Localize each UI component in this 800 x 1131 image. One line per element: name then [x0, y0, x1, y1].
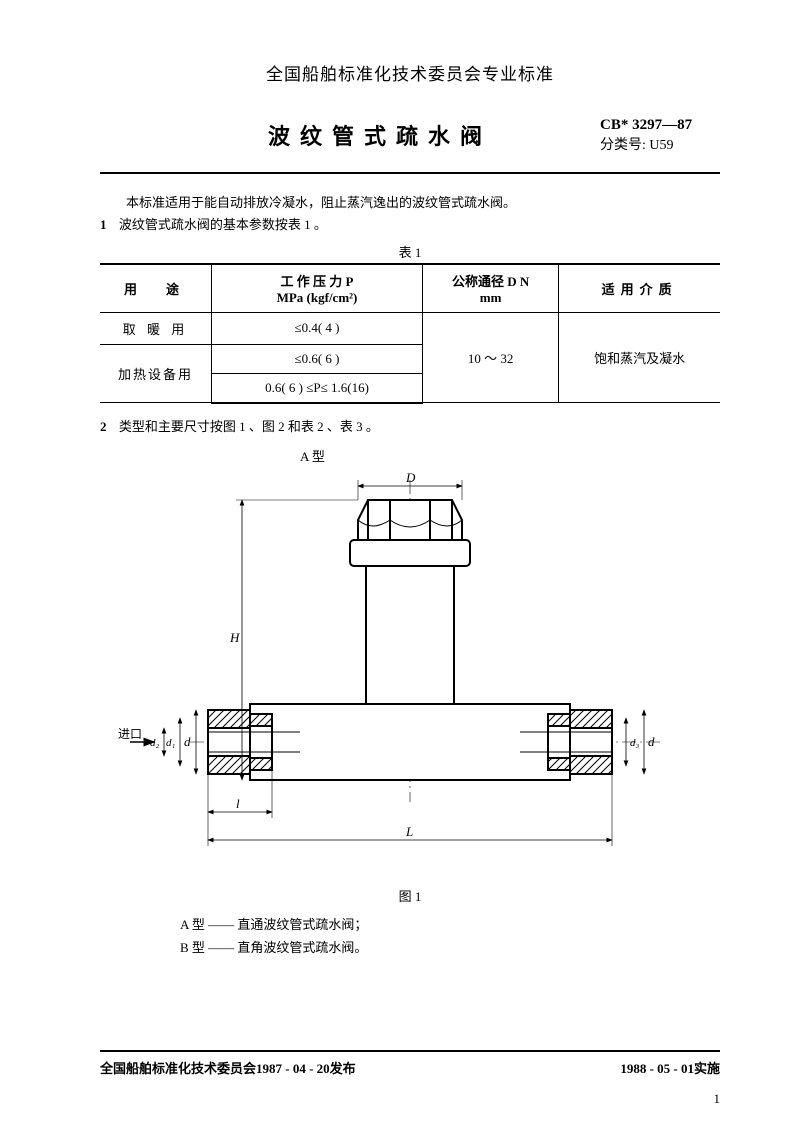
dim-d1: d₁ [166, 737, 176, 749]
clause-2-text: 类型和主要尺寸按图 1 、图 2 和表 2 、表 3 。 [119, 419, 379, 434]
figure-1-caption: 图 1 [100, 886, 720, 905]
footer-rule [100, 1050, 720, 1052]
dim-d-right: d [648, 734, 655, 749]
dim-d: d [184, 734, 191, 749]
clause-1: 1 波纹管式疏水阀的基本参数按表 1 。 [100, 214, 720, 236]
legend-a: A 型 —— 直通波纹管式疏水阀； [180, 913, 720, 936]
td-use-1: 取 暖 用 [100, 312, 212, 344]
dim-D: D [405, 470, 416, 485]
document-page: 全国船舶标准化技术委员会专业标准 波纹管式疏水阀 CB* 3297—87 分类号… [0, 0, 800, 1131]
figure-1-area: A 型 [100, 442, 720, 882]
dim-d3: d₃ [630, 737, 640, 749]
title-row: 波纹管式疏水阀 CB* 3297—87 分类号: U59 [100, 115, 720, 156]
document-code-block: CB* 3297—87 分类号: U59 [600, 115, 720, 156]
td-dn: 10 ～ 32 [422, 312, 558, 403]
th-use: 用 途 [100, 264, 212, 313]
td-p-2: ≤0.6( 6 ) [212, 344, 423, 373]
page-number: 1 [714, 1091, 721, 1107]
clause-1-text: 波纹管式疏水阀的基本参数按表 1 。 [119, 217, 327, 232]
organization-name: 全国船舶标准化技术委员会专业标准 [100, 60, 720, 85]
td-p-1: ≤0.4( 4 ) [212, 312, 423, 344]
dim-l: l [236, 796, 240, 811]
table-1: 用 途 工 作 压 力 P MPa (kgf/cm²) 公称通径 D N mm … [100, 263, 720, 404]
footer: 全国船舶标准化技术委员会1987 - 04 - 20发布 1988 - 05 -… [100, 1050, 720, 1077]
td-medium: 饱和蒸汽及凝水 [559, 312, 720, 403]
th-medium: 适用介质 [559, 264, 720, 313]
figure-1-drawing: D H L l d d₁ d₂ d₃ d [100, 442, 720, 872]
figure-legend: A 型 —— 直通波纹管式疏水阀； B 型 —— 直角波纹管式疏水阀。 [180, 913, 720, 960]
clause-2: 2 类型和主要尺寸按图 1 、图 2 和表 2 、表 3 。 [100, 416, 720, 438]
classification-code: 分类号: U59 [600, 136, 720, 156]
td-p-3: 0.6( 6 ) ≤P≤ 1.6(16) [212, 373, 423, 403]
clause-1-num: 1 [100, 214, 116, 236]
dim-H: H [229, 630, 240, 645]
inlet-label: 进口 [118, 727, 142, 741]
table1-caption: 表 1 [100, 242, 720, 261]
footer-issued: 全国船舶标准化技术委员会1987 - 04 - 20发布 [100, 1058, 356, 1077]
dim-L: L [405, 824, 413, 839]
intro-text: 本标准适用于能自动排放冷凝水，阻止蒸汽逸出的波纹管式疏水阀。 [100, 192, 720, 214]
legend-b: B 型 —— 直角波纹管式疏水阀。 [180, 936, 720, 959]
title-rule [100, 172, 720, 174]
dim-d2: d₂ [150, 737, 160, 749]
th-pressure: 工 作 压 力 P MPa (kgf/cm²) [212, 264, 423, 313]
clause-2-num: 2 [100, 416, 116, 438]
figure-type-label: A 型 [300, 446, 325, 465]
th-dn: 公称通径 D N mm [422, 264, 558, 313]
footer-effective: 1988 - 05 - 01实施 [620, 1058, 720, 1077]
standard-code: CB* 3297—87 [600, 115, 720, 136]
td-use-2: 加热设备用 [100, 344, 212, 403]
document-title: 波纹管式疏水阀 [100, 119, 600, 151]
